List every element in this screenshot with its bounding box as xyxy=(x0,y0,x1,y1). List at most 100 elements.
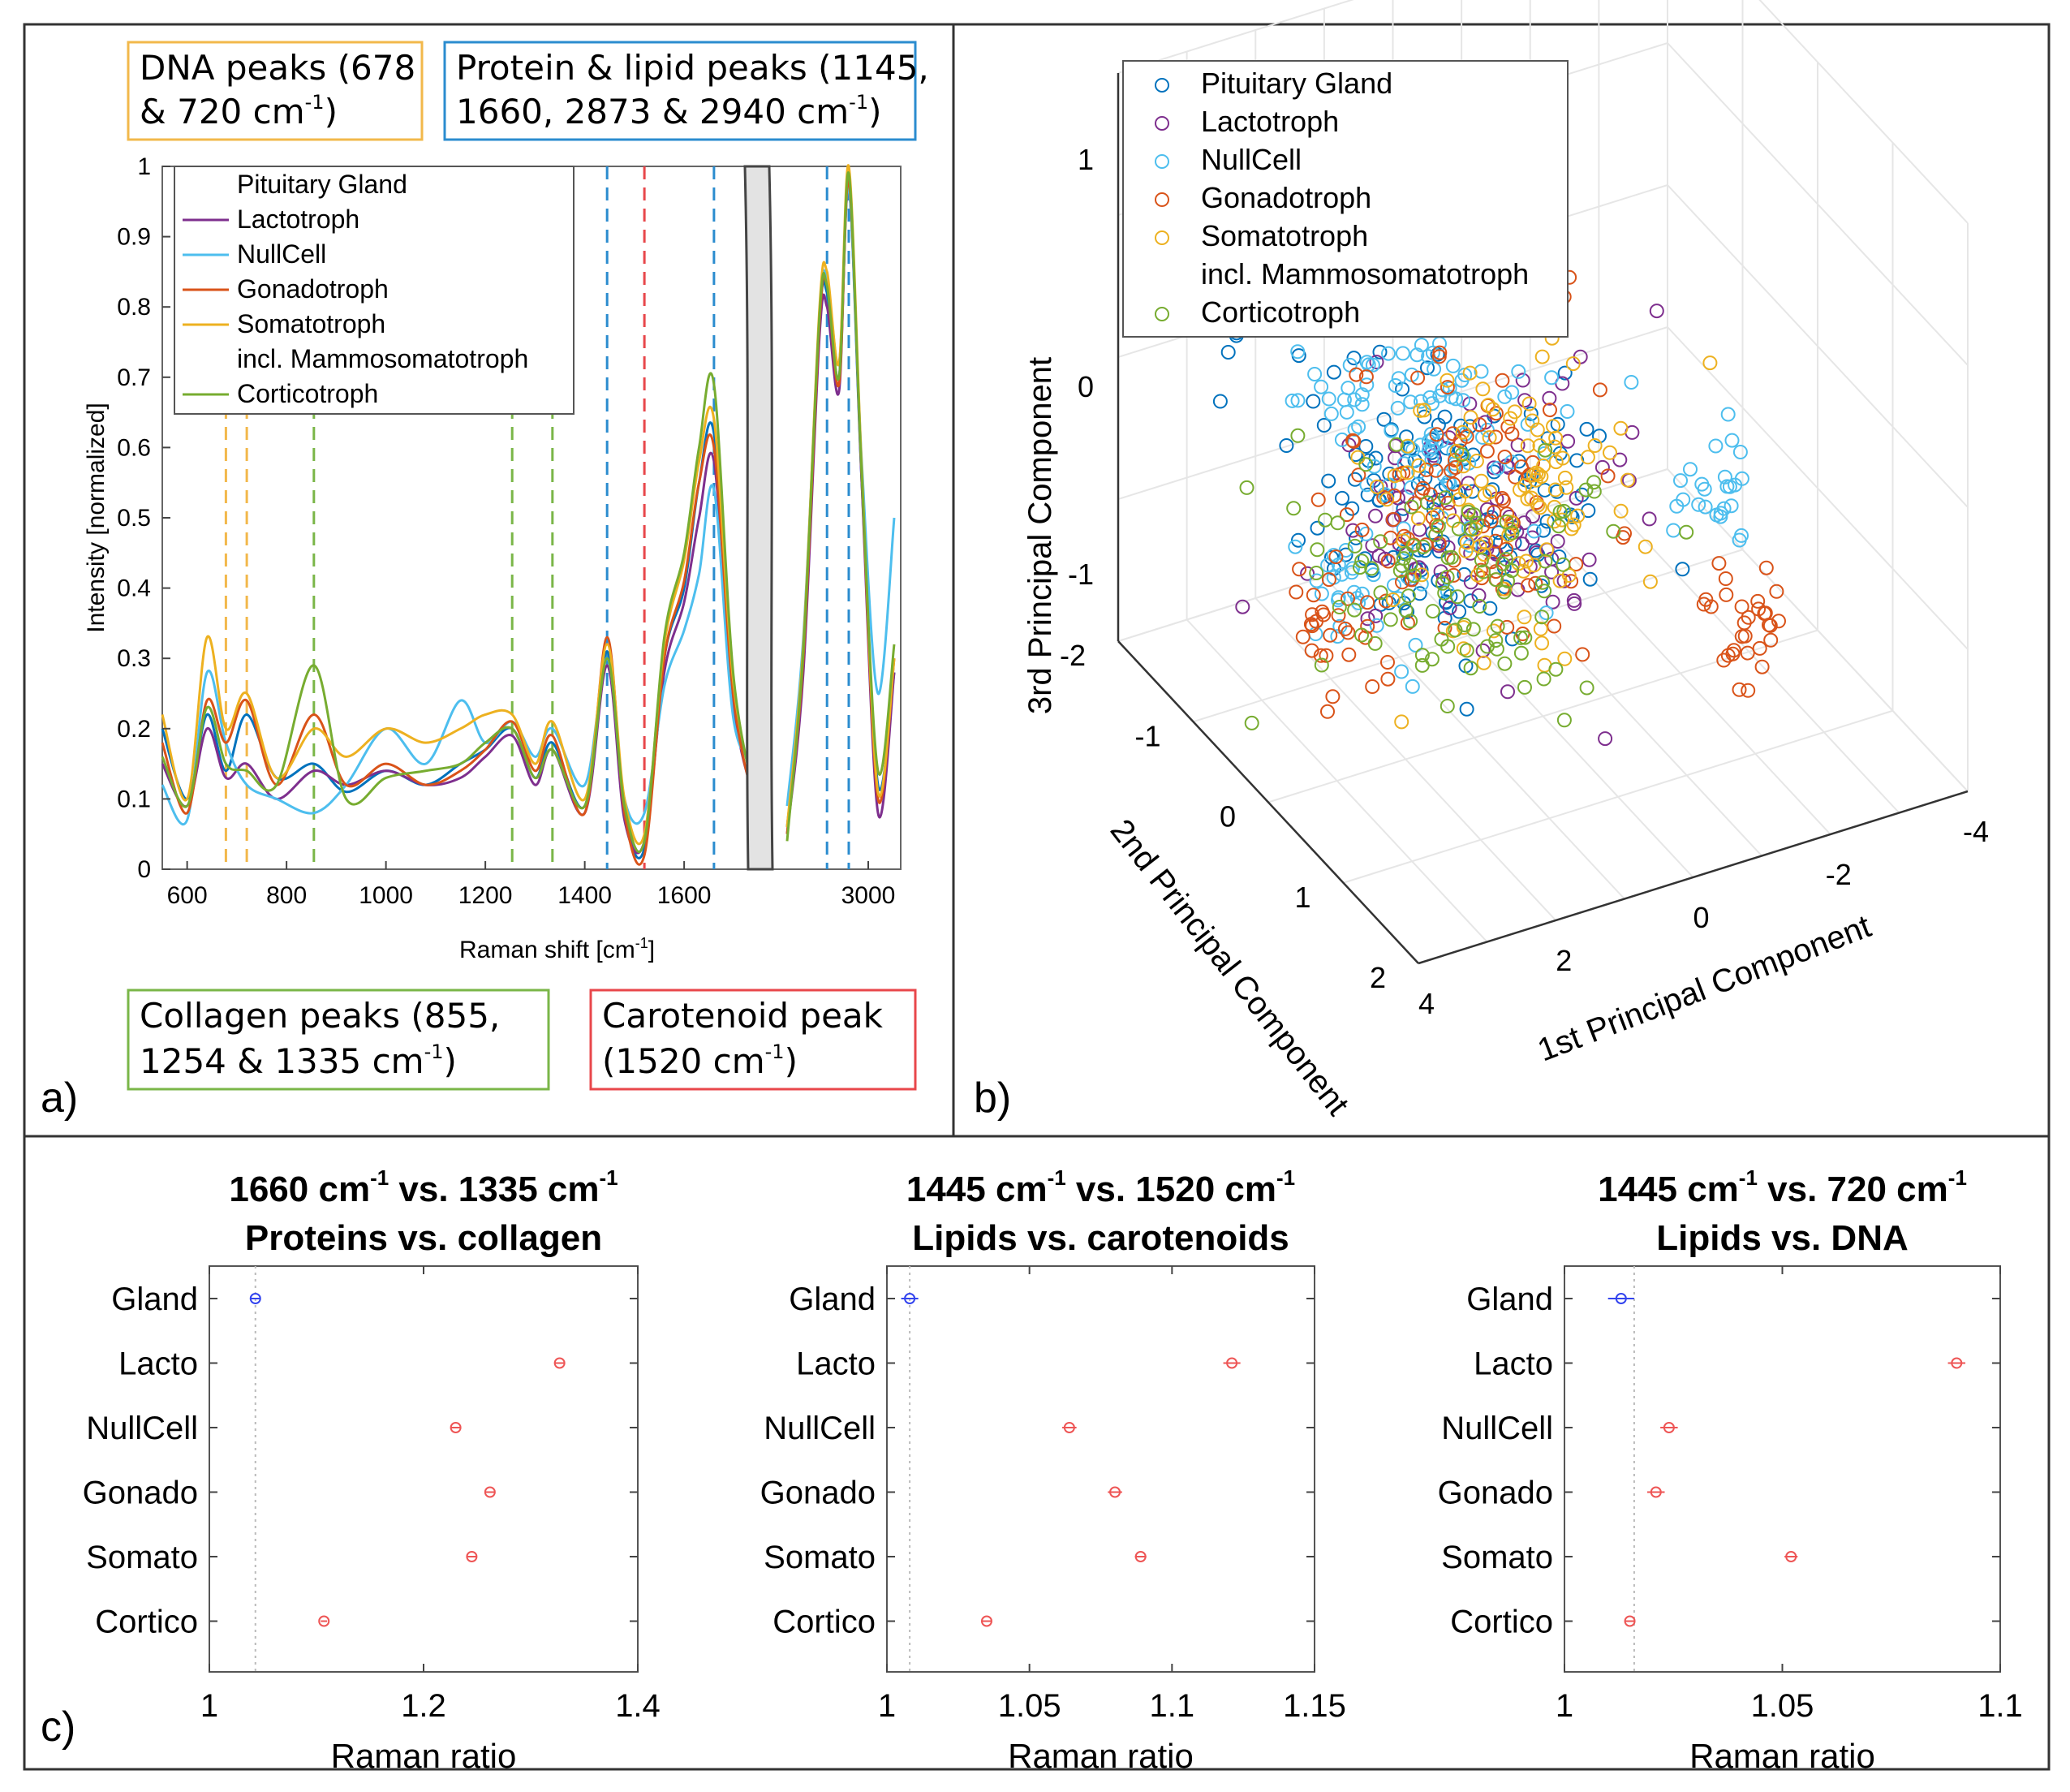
ratio-point-lacto xyxy=(553,1357,566,1369)
pca-point-gonadotroph xyxy=(1339,507,1354,523)
pca-point-somatotroph xyxy=(1702,355,1718,371)
pca-point-gonadotroph xyxy=(1313,648,1328,663)
legend-label: Lactotroph xyxy=(1201,105,1339,138)
pca-point-pituitary xyxy=(1675,562,1690,577)
pca-point-corticotroph xyxy=(1405,538,1421,554)
spectra-legend-item: Somatotroph xyxy=(183,309,385,338)
pca-point-lactotroph xyxy=(1566,592,1582,608)
pca-point-lactotroph xyxy=(1365,538,1380,554)
pca-point-corticotroph xyxy=(1373,585,1388,601)
pca-point-lactotroph xyxy=(1642,511,1657,527)
ratio-title-line1: 1445 cm-1 vs. 720 cm-1 xyxy=(1598,1165,1967,1209)
pca-point-corticotroph xyxy=(1586,484,1602,499)
pca-point-gonadotroph xyxy=(1771,614,1786,629)
pca-point-pituitary xyxy=(1563,507,1578,523)
pca-point-nullcell xyxy=(1395,346,1410,361)
pca-point-pituitary xyxy=(1335,490,1349,506)
pca-point-pituitary xyxy=(1316,418,1332,433)
pca-point-gonadotroph xyxy=(1446,476,1461,492)
spectra-legend-item: Gonadotroph xyxy=(183,274,389,304)
pca-point-corticotroph xyxy=(1347,602,1362,618)
pca-point-corticotroph xyxy=(1354,554,1370,569)
pca-point-gonadotroph xyxy=(1483,514,1499,529)
ratio-point-cortico xyxy=(980,1615,992,1627)
pca-point-lactotroph xyxy=(1598,731,1613,747)
pca-point-somatotroph xyxy=(1517,610,1532,625)
spectra-legend: Pituitary Gland Lactotroph NullCell Gonadot… xyxy=(174,166,575,415)
pca-point-somatotroph xyxy=(1414,567,1430,583)
pca-point-lactotroph xyxy=(1369,355,1384,370)
spectra-legend-box xyxy=(174,166,575,415)
pca-point-lactotroph xyxy=(1517,393,1533,408)
pca-point-nullcell xyxy=(1369,618,1384,633)
pca-point-nullcell xyxy=(1394,664,1409,679)
pca-ztick-label: 0 xyxy=(1078,370,1094,403)
axis-break-band xyxy=(743,165,774,871)
pca-point-gonadotroph xyxy=(1448,460,1463,475)
protein-annotation-box xyxy=(443,41,917,141)
pca-point-gonadotroph xyxy=(1354,522,1370,537)
pca-point-somatotroph xyxy=(1394,714,1409,730)
pca-point-somatotroph xyxy=(1410,510,1426,526)
pca-point-pituitary xyxy=(1326,364,1341,380)
pca-point-gonadotroph xyxy=(1407,496,1422,511)
pca-point-lactotroph xyxy=(1440,540,1456,555)
pca-point-corticotroph xyxy=(1440,699,1455,713)
pca-point-corticotroph xyxy=(1451,521,1466,536)
pca-point-gonadotroph xyxy=(1380,671,1396,687)
pca-xtick-label: 4 xyxy=(1418,987,1435,1020)
pca-point-pituitary xyxy=(1579,421,1594,437)
pca-point-pituitary xyxy=(1279,438,1294,453)
outer-frame xyxy=(23,23,2051,1771)
protein-annotation-line1: Protein & lipid peaks (1145, xyxy=(456,48,929,88)
pca-ytick-label: 0 xyxy=(1220,800,1236,834)
pca-point-pituitary xyxy=(1483,601,1498,616)
pca-point-nullcell xyxy=(1411,464,1427,480)
pca-floor-grid xyxy=(1193,549,1743,723)
pca-point-corticotroph xyxy=(1440,570,1455,584)
pca-point-corticotroph xyxy=(1403,614,1418,629)
axis-break xyxy=(743,165,774,871)
pca-point-somatotroph xyxy=(1400,465,1415,480)
pca-point-somatotroph xyxy=(1476,655,1491,670)
pca-point-somatotroph xyxy=(1482,430,1497,446)
pca-point-corticotroph xyxy=(1578,482,1594,498)
pca-point-pituitary xyxy=(1431,417,1446,433)
pca-point-nullcell xyxy=(1526,523,1542,539)
pca-point-gonadotroph xyxy=(1488,429,1504,445)
pca-legend: Pituitary Gland Lactotroph NullCell Gonadot… xyxy=(1122,60,1569,338)
pca-point-corticotroph xyxy=(1497,656,1513,671)
pca-point-corticotroph xyxy=(1367,635,1383,651)
pca-point-gonadotroph xyxy=(1305,607,1320,622)
pca-point-pituitary xyxy=(1410,476,1426,492)
legend-label: Corticotroph xyxy=(1201,295,1360,329)
pca-point-corticotroph xyxy=(1358,457,1374,472)
ratio-category-label: Gland xyxy=(111,1282,198,1317)
pca-point-nullcell xyxy=(1732,532,1747,548)
pca-point-nullcell xyxy=(1359,377,1375,393)
spectra-ytick-label: 0.5 xyxy=(117,505,151,532)
spectra-ytick-label: 0 xyxy=(137,856,151,883)
pca-point-nullcell xyxy=(1445,358,1461,373)
pca-point-gonadotroph xyxy=(1432,345,1448,360)
pca-point-lactotroph xyxy=(1515,536,1530,552)
pca-point-corticotroph xyxy=(1579,680,1594,696)
collagen-annotation: Collagen peaks (855, 1254 & 1335 cm-1) xyxy=(127,989,550,1091)
pca-point-nullcell xyxy=(1694,476,1710,492)
pca-point-gonadotroph xyxy=(1349,367,1364,382)
pca-point-corticotroph xyxy=(1353,560,1367,575)
pca-point-somatotroph xyxy=(1570,508,1586,523)
pca-point-lactotroph xyxy=(1556,573,1572,588)
pca-ztick-label: 1 xyxy=(1078,143,1094,176)
pca-point-gonadotroph xyxy=(1474,571,1490,586)
pca-point-pituitary xyxy=(1346,351,1362,366)
pca-legend-item: incl. Mammosomatotroph xyxy=(1201,257,1529,291)
pca-point-nullcell xyxy=(1414,576,1429,592)
legend-label: Gonadotroph xyxy=(1201,181,1371,214)
ratio-point-somato xyxy=(466,1551,478,1562)
pca-point-lactotroph xyxy=(1442,505,1457,520)
ratio-point-nullcell xyxy=(1663,1422,1675,1433)
